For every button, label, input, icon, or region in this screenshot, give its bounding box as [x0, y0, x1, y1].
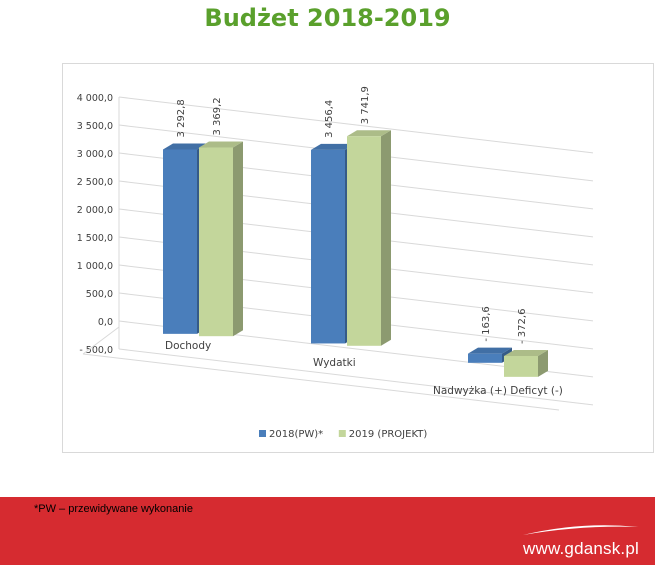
bar-chart: - 500,0 0,0 500,0 1 000,0 1 500,0 2 000,0 2 50… — [77, 86, 594, 440]
y-tick-label: 2 000,0 — [77, 205, 113, 216]
data-label: 3 369,2 — [212, 97, 223, 135]
chart-area: - 500,0 0,0 500,0 1 000,0 1 500,0 2 000,0 2 50… — [62, 63, 654, 453]
bar — [468, 353, 502, 363]
bar-side — [538, 349, 548, 377]
bar-top — [468, 347, 512, 354]
bar-side — [381, 130, 391, 346]
footer-bar: *PW – przewidywane wykonanie www.gdansk.… — [0, 497, 655, 565]
data-label: 3 456,4 — [324, 100, 335, 138]
data-label: - 163,6 — [481, 306, 492, 341]
x-tick-label: Dochody — [165, 340, 211, 352]
y-tick-label: 0,0 — [98, 317, 113, 328]
bar-top — [311, 143, 355, 150]
floor-side-edge — [82, 326, 120, 355]
footnote: *PW – przewidywane wykonanie — [34, 503, 193, 515]
bar-top — [347, 130, 391, 137]
bar-side — [233, 141, 243, 337]
data-label: 3 741,9 — [360, 86, 371, 124]
y-tick-label: - 500,0 — [79, 345, 113, 356]
bar — [311, 149, 345, 344]
data-label: - 372,6 — [517, 309, 528, 344]
bar — [347, 136, 381, 346]
bar — [199, 147, 233, 337]
legend-label: 2019 (PROJEKT) — [349, 429, 428, 440]
y-tick-label: 4 000,0 — [77, 93, 113, 104]
bar — [163, 149, 197, 334]
data-label: 3 292,8 — [176, 99, 187, 137]
y-tick-label: 3 000,0 — [77, 149, 113, 160]
y-tick-label: 1 500,0 — [77, 233, 113, 244]
bar-top — [163, 143, 207, 150]
gridline — [118, 348, 594, 406]
y-tick-label: 3 500,0 — [77, 121, 113, 132]
legend-swatch — [259, 430, 266, 437]
y-tick-label: 2 500,0 — [77, 177, 113, 188]
floor-edge — [82, 353, 560, 411]
bar — [504, 355, 538, 377]
bar-top — [504, 349, 548, 356]
page-title: Budżet 2018-2019 — [204, 4, 451, 32]
y-tick-label: 500,0 — [86, 289, 113, 300]
y-tick-label: 1 000,0 — [77, 261, 113, 272]
bar-top — [199, 141, 243, 148]
website-link[interactable]: www.gdansk.pl — [523, 539, 639, 558]
legend-label: 2018(PW)* — [269, 429, 323, 440]
legend-swatch — [338, 430, 346, 437]
gridline — [118, 96, 594, 154]
x-tick-label: Wydatki — [313, 357, 356, 369]
x-tick-label: Nadwyżka (+) Deficyt (-) — [433, 385, 563, 397]
swoosh-logo-icon — [523, 525, 639, 535]
